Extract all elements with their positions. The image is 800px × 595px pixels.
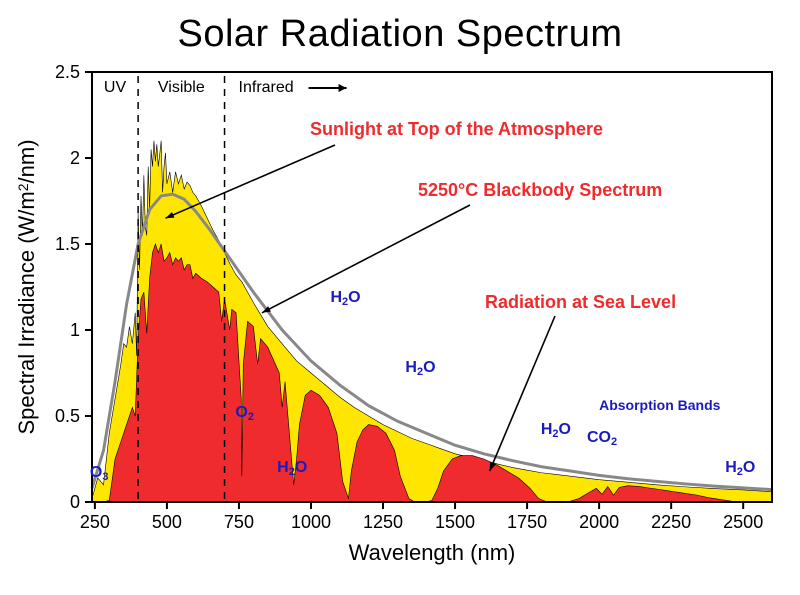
xtick: 2000 — [579, 512, 619, 532]
legend-2: Radiation at Sea Level — [485, 292, 676, 312]
legend-0: Sunlight at Top of the Atmosphere — [310, 119, 603, 139]
ytick: 2 — [70, 148, 80, 168]
xtick: 500 — [152, 512, 182, 532]
legend-arrow-2 — [490, 316, 555, 471]
xtick: 250 — [80, 512, 110, 532]
region-uv: UV — [104, 79, 127, 96]
absorption-bands-label: Absorption Bands — [599, 397, 721, 413]
ytick: 1.5 — [55, 234, 80, 254]
xtick: 2250 — [651, 512, 691, 532]
spectrum-chart: Solar Radiation Spectrum UV Visible Infrare… — [0, 0, 800, 595]
molecule-label-7: H2O — [725, 459, 755, 478]
ytick: 2.5 — [55, 62, 80, 82]
xtick: 1250 — [363, 512, 403, 532]
region-infrared: Infrared — [239, 79, 294, 96]
ytick: 1 — [70, 320, 80, 340]
infrared-arrow-head — [339, 84, 347, 92]
xtick: 1750 — [507, 512, 547, 532]
xtick: 750 — [224, 512, 254, 532]
y-axis-label: Spectral Irradiance (W/m2/nm) — [14, 139, 39, 434]
xtick: 1000 — [291, 512, 331, 532]
ytick: 0 — [70, 492, 80, 512]
x-axis-label: Wavelength (nm) — [349, 540, 516, 565]
xtick: 2500 — [723, 512, 763, 532]
molecule-label-3: H2O — [330, 289, 360, 308]
molecule-label-4: H2O — [405, 359, 435, 378]
region-visible: Visible — [158, 79, 205, 96]
xtick: 1500 — [435, 512, 475, 532]
molecule-label-6: CO2 — [587, 429, 617, 448]
molecule-label-5: H2O — [541, 421, 571, 440]
legend-arrow-1 — [262, 205, 470, 313]
ytick: 0.5 — [55, 406, 80, 426]
legend-1: 5250°C Blackbody Spectrum — [418, 180, 662, 200]
legend-arrow-0 — [165, 145, 335, 218]
chart-title: Solar Radiation Spectrum — [178, 13, 623, 55]
